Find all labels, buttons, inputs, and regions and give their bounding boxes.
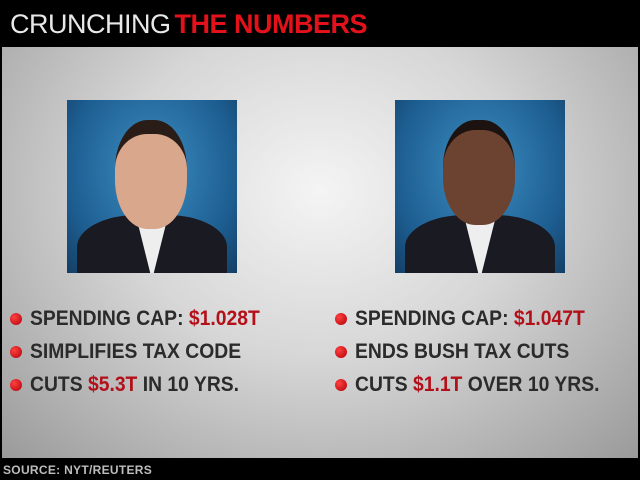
title-white: CRUNCHING [10,9,171,39]
bullet-icon [335,312,347,325]
list-item: SPENDING CAP: $1.047T [335,302,621,335]
list-item: SPENDING CAP: $1.028T [10,302,280,335]
graphic-panel: SPENDING CAP: $1.028T SIMPLIFIES TAX COD… [2,47,638,458]
list-item: ENDS BUSH TAX CUTS [335,335,621,368]
graphic-title: CRUNCHING THE NUMBERS [10,9,368,40]
bullet-icon [10,312,22,325]
bullet-list-right: SPENDING CAP: $1.047T ENDS BUSH TAX CUTS… [335,302,621,401]
portrait-left [67,100,237,273]
footer-bar: SOURCE: NYT/REUTERS [0,460,640,480]
header-bar: CRUNCHING THE NUMBERS [0,0,640,46]
list-item: CUTS $5.3T IN 10 YRS. [10,368,280,401]
bullet-list-left: SPENDING CAP: $1.028T SIMPLIFIES TAX COD… [10,302,280,401]
portrait-right [395,100,565,273]
title-red: THE NUMBERS [174,9,368,39]
bullet-icon [10,345,22,358]
source-credit: SOURCE: NYT/REUTERS [3,463,153,477]
bullet-icon [335,378,347,391]
bullet-icon [335,345,347,358]
bullet-icon [10,378,22,391]
list-item: CUTS $1.1T OVER 10 YRS. [335,368,621,401]
list-item: SIMPLIFIES TAX CODE [10,335,280,368]
